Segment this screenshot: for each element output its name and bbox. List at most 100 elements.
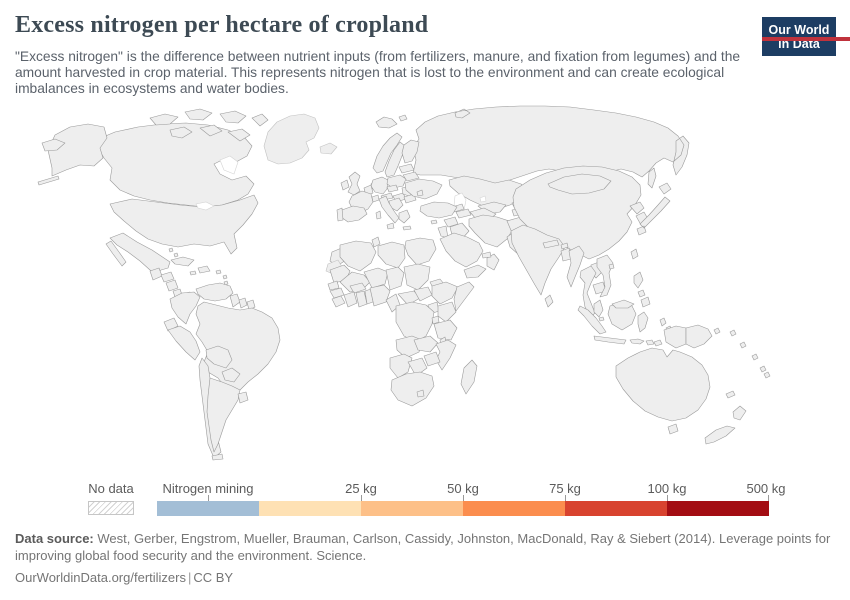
country-pacific-islands[interactable] — [729, 329, 767, 373]
country-papua-indonesia[interactable] — [663, 325, 687, 349]
country-malaysia-peninsula[interactable] — [593, 299, 604, 318]
country-norway[interactable] — [372, 132, 403, 174]
country-senegal[interactable] — [327, 280, 340, 291]
license-link[interactable]: CC BY — [193, 570, 234, 585]
country-sierra-leone-liberia[interactable] — [331, 295, 346, 308]
country-philippines[interactable] — [633, 271, 651, 308]
country-aleutian-islands[interactable] — [37, 175, 60, 186]
country-taiwan[interactable] — [630, 248, 639, 260]
country-lesser-antilles[interactable] — [222, 274, 229, 286]
country-nicaragua[interactable] — [165, 279, 179, 292]
country-drc[interactable] — [395, 301, 435, 343]
country-syria[interactable] — [443, 216, 459, 228]
country-nepal[interactable] — [542, 239, 560, 249]
country-madagascar[interactable] — [460, 359, 478, 395]
country-myanmar[interactable] — [566, 245, 585, 288]
country-lesotho[interactable] — [416, 389, 425, 398]
country-libya[interactable] — [377, 241, 406, 269]
owid-url-link[interactable]: OurWorldinData.org/fertilizers — [15, 570, 186, 585]
country-kenya[interactable] — [437, 301, 457, 323]
country-rwanda-burundi[interactable] — [431, 315, 440, 325]
country-bahamas[interactable] — [168, 247, 179, 258]
country-portugal[interactable] — [336, 207, 344, 222]
country-belarus[interactable] — [402, 171, 420, 182]
country-canada-arctic-islands[interactable] — [149, 108, 269, 142]
country-venezuela[interactable] — [195, 282, 234, 302]
country-svalbard[interactable] — [375, 114, 408, 129]
legend-segment-100-500[interactable] — [667, 501, 769, 516]
legend-segment-nitrogen-mining[interactable] — [157, 501, 259, 516]
country-namibia[interactable] — [389, 353, 413, 379]
country-yemen[interactable] — [463, 264, 487, 279]
country-algeria[interactable] — [339, 240, 377, 272]
country-north-korea[interactable] — [629, 201, 645, 215]
country-czechia[interactable] — [386, 184, 399, 193]
country-sulawesi[interactable] — [637, 311, 649, 333]
country-hispaniola[interactable] — [197, 265, 211, 274]
country-bolivia[interactable] — [205, 345, 233, 369]
country-poland[interactable] — [386, 174, 407, 189]
country-cote-divoire[interactable] — [343, 291, 358, 308]
no-data-swatch[interactable] — [88, 501, 134, 515]
country-armenia-azerbaijan[interactable] — [455, 208, 472, 219]
country-paraguay[interactable] — [221, 367, 241, 383]
country-somalia[interactable] — [453, 281, 475, 312]
country-zimbabwe[interactable] — [423, 351, 441, 367]
country-mongolia[interactable] — [547, 173, 612, 195]
legend-segment-0-25[interactable] — [259, 501, 361, 516]
country-ukraine[interactable] — [404, 178, 443, 200]
country-russia[interactable] — [41, 105, 690, 189]
country-alaska[interactable] — [47, 123, 108, 177]
country-turkey[interactable] — [419, 201, 458, 219]
country-ethiopia[interactable] — [431, 281, 459, 305]
country-east-timor[interactable] — [653, 339, 663, 347]
country-japan[interactable] — [636, 182, 672, 236]
country-malaysia-borneo[interactable] — [611, 299, 635, 309]
country-java[interactable] — [593, 335, 627, 345]
country-new-zealand[interactable] — [704, 405, 747, 445]
country-greece[interactable] — [398, 209, 412, 231]
country-botswana[interactable] — [407, 357, 428, 377]
country-sudan[interactable] — [403, 263, 431, 291]
country-germany[interactable] — [370, 176, 389, 195]
country-sumatra[interactable] — [577, 305, 607, 335]
country-hainan[interactable] — [608, 263, 615, 270]
country-switzerland[interactable] — [371, 194, 380, 203]
country-french-guiana[interactable] — [246, 299, 256, 311]
country-baltic-states[interactable] — [398, 163, 415, 174]
country-fiji[interactable] — [763, 371, 771, 379]
legend-segment-50-75[interactable] — [463, 501, 565, 516]
country-egypt[interactable] — [404, 237, 437, 266]
country-uk[interactable] — [347, 171, 361, 196]
country-saudi-arabia[interactable] — [439, 232, 484, 268]
country-finland[interactable] — [401, 139, 420, 164]
country-moldova[interactable] — [416, 189, 424, 197]
country-iran[interactable] — [468, 214, 514, 248]
country-mozambique[interactable] — [435, 339, 457, 371]
country-cyprus[interactable] — [430, 219, 438, 225]
country-peru[interactable] — [167, 325, 201, 361]
legend-segment-25-50[interactable] — [361, 501, 463, 516]
country-niger[interactable] — [363, 267, 389, 289]
country-jamaica[interactable] — [189, 270, 197, 276]
country-uae[interactable] — [481, 251, 492, 259]
country-new-caledonia[interactable] — [725, 390, 736, 399]
country-tanzania[interactable] — [433, 319, 458, 341]
country-singapore[interactable] — [598, 316, 605, 322]
country-sri-lanka[interactable] — [544, 294, 554, 308]
country-puerto-rico[interactable] — [215, 269, 222, 275]
country-iceland[interactable] — [319, 142, 338, 155]
country-tasmania[interactable] — [667, 423, 679, 435]
country-ireland[interactable] — [340, 179, 350, 191]
country-australia[interactable] — [615, 347, 711, 422]
country-burkina-faso[interactable] — [349, 282, 367, 294]
country-colombia[interactable] — [169, 291, 201, 325]
country-lesser-sunda-islands[interactable] — [629, 338, 655, 346]
country-papua-new-guinea[interactable] — [685, 324, 721, 349]
country-argentina[interactable] — [206, 377, 241, 461]
country-suriname[interactable] — [238, 297, 248, 309]
country-chad[interactable] — [385, 266, 405, 291]
legend-segment-75-100[interactable] — [565, 501, 667, 516]
country-uruguay[interactable] — [237, 391, 249, 404]
country-bhutan[interactable] — [560, 242, 569, 250]
